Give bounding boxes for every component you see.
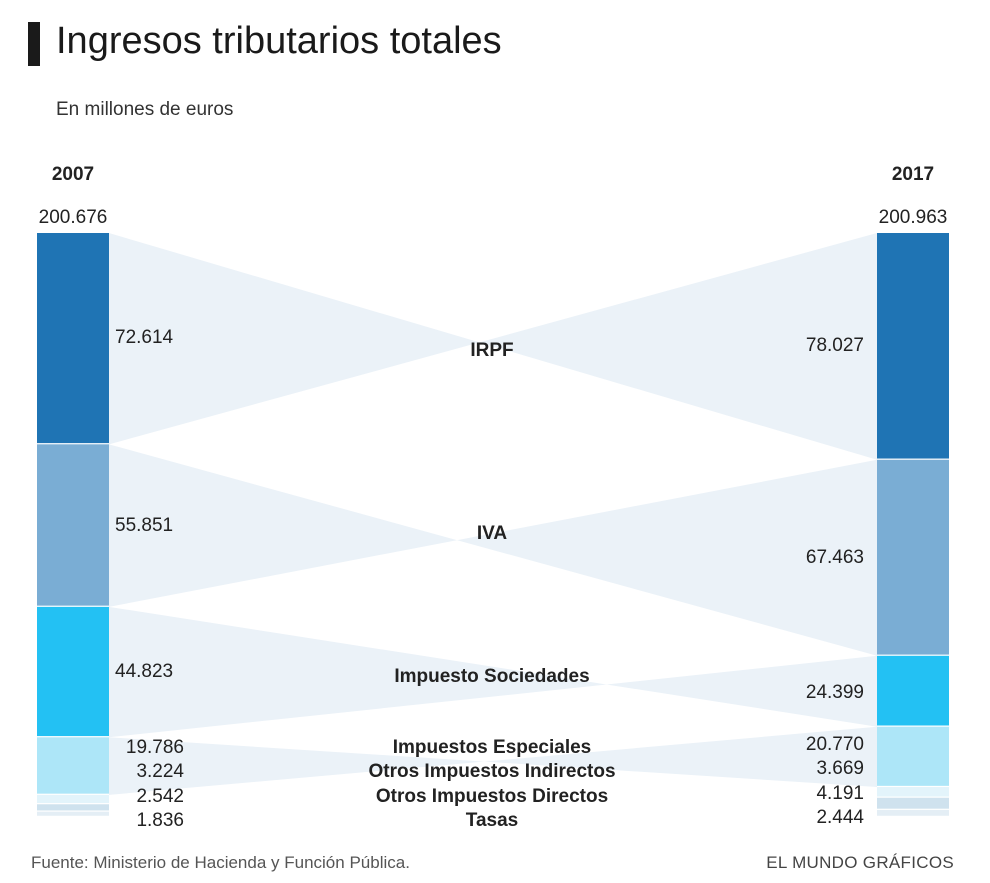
chart-title: Ingresos tributarios totales [56,20,502,62]
title-marker [28,22,40,66]
value-2017-impuesto-sociedades: 24.399 [806,682,864,703]
bar-2017-impuestos-especiales [877,726,949,786]
flow-irpf [109,233,877,460]
total-2017: 200.963 [879,207,948,228]
value-2017-irpf: 78.027 [806,335,864,356]
flow-impuestos-especiales [109,726,877,795]
value-2017-tasas: 2.444 [816,807,864,828]
year-label-2007: 2007 [52,164,94,185]
category-label-otros-impuestos-directos: Otros Impuestos Directos [376,786,608,807]
value-2007-otros-impuestos-indirectos: 3.224 [136,761,184,782]
value-2017-otros-impuestos-indirectos: 3.669 [816,758,864,779]
chart-subtitle: En millones de euros [56,99,234,120]
bar-2017-otros-impuestos-directos [877,797,949,809]
bar-2017-impuesto-sociedades [877,655,949,726]
value-2017-iva: 67.463 [806,547,864,568]
value-2007-iva: 55.851 [115,515,173,536]
bar-2017-tasas [877,809,949,816]
bar-2007-tasas [37,811,109,816]
value-2007-otros-impuestos-directos: 2.542 [136,786,184,807]
value-2007-irpf: 72.614 [115,327,174,348]
flow-impuesto-sociedades [109,606,877,738]
bar-2007-impuesto-sociedades [37,606,109,737]
bar-2017-otros-impuestos-indirectos [877,787,949,797]
value-2007-impuesto-sociedades: 44.823 [115,661,173,682]
category-label-impuesto-sociedades: Impuesto Sociedades [394,666,589,687]
value-2007-tasas: 1.836 [136,810,184,831]
category-label-otros-impuestos-indirectos: Otros Impuestos Indirectos [368,761,615,782]
source-note: Fuente: Ministerio de Hacienda y Función… [31,853,410,872]
category-label-iva: IVA [477,523,508,544]
bar-2007-impuestos-especiales [37,737,109,794]
bar-2007-otros-impuestos-indirectos [37,794,109,804]
flow-iva [109,444,877,656]
category-label-impuestos-especiales: Impuestos Especiales [393,737,592,758]
total-2007: 200.676 [39,207,108,228]
bar-2017-iva [877,459,949,655]
value-2017-impuestos-especiales: 20.770 [806,734,864,755]
bar-2017-irpf [877,233,949,459]
year-label-2017: 2017 [892,164,934,185]
bar-2007-otros-impuestos-directos [37,804,109,811]
value-2007-impuestos-especiales: 19.786 [126,737,184,758]
category-label-tasas: Tasas [466,810,518,831]
bar-2007-iva [37,444,109,606]
category-label-irpf: IRPF [470,340,513,361]
value-2017-otros-impuestos-directos: 4.191 [816,783,864,804]
credit-note: EL MUNDO GRÁFICOS [766,853,954,872]
bar-2007-irpf [37,233,109,444]
